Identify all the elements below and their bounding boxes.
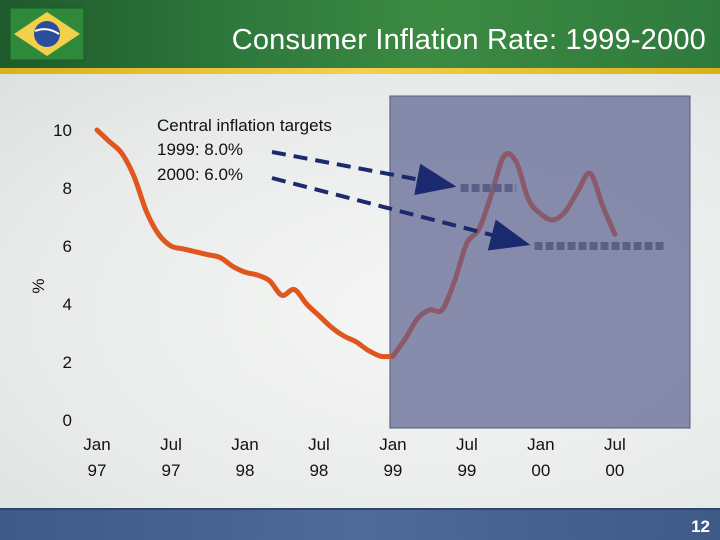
x-tick-month: Jan	[231, 435, 258, 454]
y-tick-label: 4	[63, 295, 72, 314]
x-tick-month: Jul	[160, 435, 182, 454]
inflation-line-1999-2000	[390, 151, 618, 359]
x-tick-month: Jan	[379, 435, 406, 454]
x-tick-year: 97	[88, 461, 107, 480]
x-tick-month: Jan	[527, 435, 554, 454]
slide-title: Consumer Inflation Rate: 1999-2000	[231, 24, 706, 56]
y-tick-label: 6	[63, 237, 72, 256]
x-tick-month: Jul	[604, 435, 626, 454]
y-tick-label: 2	[63, 353, 72, 372]
forecast-shaded-region	[389, 95, 691, 429]
x-tick-year: 97	[162, 461, 181, 480]
x-tick-year: 00	[531, 461, 550, 480]
y-axis-label: %	[29, 278, 48, 293]
brazil-flag-icon	[9, 7, 85, 61]
x-tick-month: Jul	[456, 435, 478, 454]
x-tick-month: Jul	[308, 435, 330, 454]
x-tick-year: 99	[457, 461, 476, 480]
x-tick-year: 99	[383, 461, 402, 480]
target-arrow-0	[271, 150, 457, 196]
y-tick-label: 8	[63, 179, 72, 198]
slide-footer: 12	[0, 508, 720, 540]
slide-header	[0, 0, 720, 68]
x-tick-year: 98	[235, 461, 254, 480]
page-number: 12	[691, 517, 710, 536]
x-tick-year: 00	[605, 461, 624, 480]
inflation-line-1997-1998	[94, 127, 396, 360]
header-accent-stripe	[0, 68, 720, 74]
y-tick-label: 10	[53, 121, 72, 140]
x-tick-year: 98	[309, 461, 328, 480]
targets-label: Central inflation targets	[157, 116, 332, 135]
y-tick-label: 0	[63, 411, 72, 430]
target-2000-label: 2000: 6.0%	[157, 165, 243, 184]
x-tick-month: Jan	[83, 435, 110, 454]
target-1999-label: 1999: 8.0%	[157, 140, 243, 159]
